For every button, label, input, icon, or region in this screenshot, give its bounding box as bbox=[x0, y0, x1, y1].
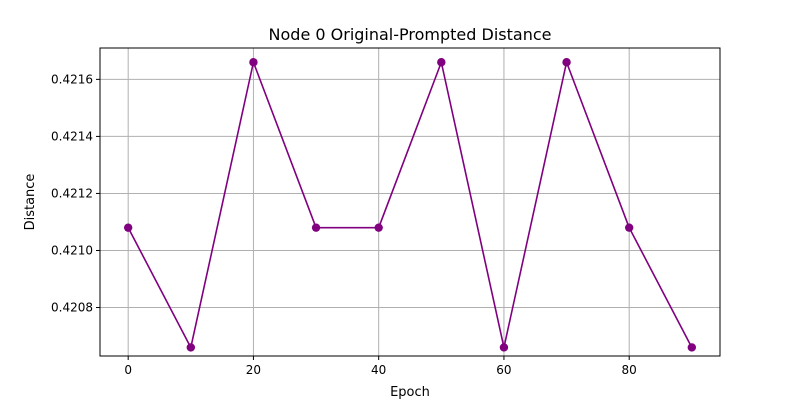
y-tick-label: 0.4212 bbox=[51, 186, 93, 200]
x-tick-label: 0 bbox=[124, 363, 132, 377]
data-point bbox=[624, 223, 634, 232]
x-axis-ticks: 0 20 40 60 80 bbox=[124, 356, 637, 377]
y-tick-label: 0.4210 bbox=[51, 243, 93, 257]
data-point bbox=[562, 58, 571, 67]
x-tick-label: 20 bbox=[246, 363, 261, 377]
grid bbox=[100, 48, 720, 356]
data-point bbox=[437, 58, 446, 67]
data-point bbox=[499, 343, 509, 352]
series-line bbox=[127, 61, 693, 349]
x-tick-label: 60 bbox=[496, 363, 511, 377]
data-point bbox=[687, 343, 697, 352]
x-axis-label: Epoch bbox=[390, 385, 430, 400]
data-point bbox=[186, 343, 196, 352]
data-point bbox=[249, 58, 258, 67]
y-tick-label: 0.4208 bbox=[51, 301, 93, 315]
y-tick-label: 0.4216 bbox=[51, 72, 93, 86]
series-layer bbox=[123, 58, 697, 352]
y-axis-ticks: 0.4208 0.4210 0.4212 0.4214 0.4216 bbox=[51, 72, 100, 315]
x-tick-label: 80 bbox=[622, 363, 637, 377]
y-tick-label: 0.4214 bbox=[51, 129, 93, 143]
data-point bbox=[123, 223, 133, 232]
chart-title: Node 0 Original-Prompted Distance bbox=[269, 25, 552, 44]
plot-frame bbox=[99, 47, 721, 357]
x-tick-label: 40 bbox=[371, 363, 386, 377]
data-point bbox=[374, 223, 383, 232]
y-axis-label: Distance bbox=[23, 174, 38, 231]
data-point bbox=[311, 223, 321, 232]
